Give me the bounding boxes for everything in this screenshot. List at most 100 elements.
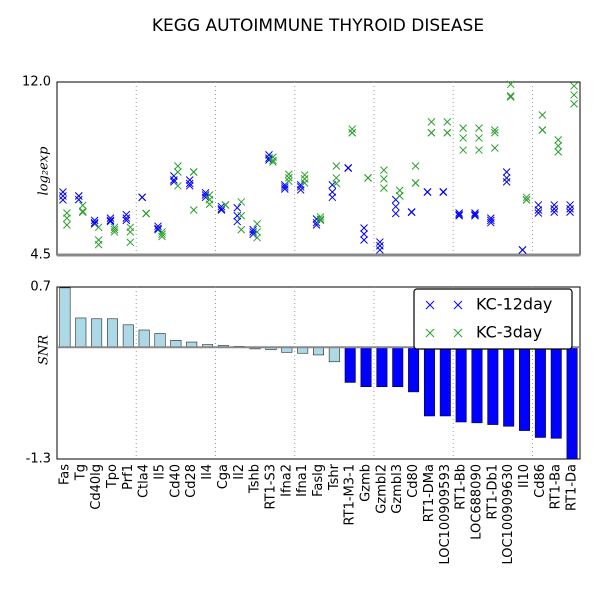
x-tick-label: Gzmb [359, 464, 374, 502]
marker [380, 175, 388, 183]
marker [455, 209, 463, 217]
marker [59, 188, 67, 196]
bar [75, 317, 87, 348]
marker [538, 126, 547, 134]
marker [63, 221, 71, 229]
plot-area [56, 81, 581, 256]
legend-box [413, 288, 573, 350]
marker [90, 216, 99, 225]
bar [487, 346, 499, 425]
marker [566, 208, 574, 216]
marker [475, 134, 483, 142]
x-tick-label: RT1-Db1 [485, 464, 500, 520]
marker [534, 209, 543, 217]
marker [395, 186, 404, 195]
marker [475, 124, 483, 132]
marker [471, 209, 479, 217]
marker [74, 192, 83, 200]
marker [443, 128, 452, 137]
bar [122, 324, 134, 348]
marker [122, 214, 131, 222]
marker [566, 205, 574, 213]
marker [380, 166, 388, 174]
bar [106, 318, 118, 348]
marker [554, 142, 563, 150]
marker [534, 206, 543, 214]
bar [376, 346, 388, 388]
marker [122, 216, 131, 225]
plot-area [56, 286, 581, 460]
marker [427, 128, 436, 137]
bar [503, 346, 515, 427]
marker [538, 111, 547, 119]
marker [522, 196, 531, 204]
bar [313, 346, 324, 356]
marker [506, 80, 515, 89]
legend-label: KC-3day [476, 323, 542, 342]
marker [395, 192, 404, 200]
marker [439, 188, 448, 196]
marker [459, 146, 467, 154]
marker [332, 174, 341, 182]
x-tick-label: LOC688090 [469, 464, 484, 540]
marker [300, 179, 309, 187]
marker [554, 148, 563, 156]
legend-marker [453, 300, 463, 310]
marker [63, 214, 71, 222]
x-tick-label: Tg [73, 464, 88, 481]
marker [269, 156, 277, 165]
x-tick-label: RT1-Da [565, 464, 580, 511]
x-tick-label: Cd28 [184, 464, 199, 498]
marker [570, 82, 578, 90]
marker [490, 144, 499, 152]
marker [74, 195, 83, 204]
x-tick-label: RT1-Ba [549, 464, 564, 509]
marker [170, 176, 178, 184]
marker [154, 222, 162, 231]
marker [296, 186, 305, 194]
marker [502, 178, 511, 186]
bar [408, 346, 420, 393]
marker [237, 211, 246, 220]
bar [328, 346, 340, 363]
bar [550, 346, 562, 439]
x-tick-label: Ifna1 [295, 464, 310, 497]
marker [59, 192, 67, 200]
x-tick-label: LOC100909593 [438, 464, 453, 565]
x-tick-label: Prf1 [121, 464, 136, 490]
marker [550, 201, 559, 209]
marker [106, 217, 115, 226]
bar [170, 340, 182, 348]
marker [233, 217, 242, 226]
marker [328, 181, 337, 189]
x-tick-label: Gzmbl3 [390, 464, 405, 514]
marker [570, 91, 578, 99]
marker [237, 225, 246, 234]
marker [380, 184, 388, 192]
marker [106, 216, 115, 225]
marker [459, 124, 467, 132]
legend-marker [453, 328, 463, 338]
bar [344, 346, 356, 383]
marker [253, 233, 261, 242]
y-axis-label: SNR [37, 335, 52, 365]
x-tick-label: Il5 [153, 464, 168, 480]
marker [300, 171, 309, 179]
bar [455, 346, 467, 423]
marker [185, 181, 194, 190]
x-tick-label: Tshr [327, 463, 342, 491]
x-tick-label: Fas [57, 464, 72, 485]
marker [423, 188, 432, 196]
marker [348, 125, 357, 133]
x-tick-label: Ifna2 [279, 464, 294, 497]
x-tick-label: RT1-M3-1 [343, 464, 358, 525]
marker [138, 193, 147, 202]
marker [126, 238, 135, 247]
marker [486, 216, 495, 225]
marker [237, 198, 246, 206]
marker [407, 208, 416, 216]
marker [110, 225, 119, 234]
bar [519, 346, 531, 431]
marker [506, 93, 515, 101]
